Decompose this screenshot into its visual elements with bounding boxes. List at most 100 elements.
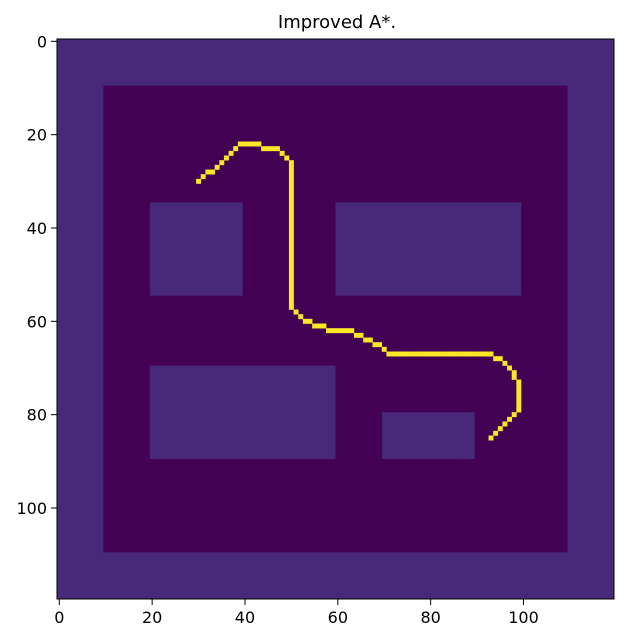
path-cell	[488, 435, 494, 441]
x-tick-label: 100	[508, 608, 539, 627]
path-cell	[288, 178, 294, 184]
path-cell	[288, 267, 294, 273]
path-cell	[507, 416, 513, 422]
path-cell	[288, 216, 294, 222]
path-cell	[432, 351, 438, 357]
path-cell	[335, 328, 341, 334]
path-cell	[349, 328, 355, 334]
path-cell	[386, 351, 392, 357]
path-cell	[288, 300, 294, 306]
path-cell	[288, 281, 294, 287]
path-cell	[196, 178, 202, 184]
path-cell	[511, 412, 517, 418]
path-cell	[423, 351, 429, 357]
path-cell	[307, 318, 313, 324]
path-cell	[288, 183, 294, 189]
path-cell	[288, 169, 294, 175]
path-cell	[488, 351, 494, 357]
path-cell	[451, 351, 457, 357]
path-cell	[288, 272, 294, 278]
obstacle	[149, 365, 336, 459]
path-cell	[479, 351, 485, 357]
path-cell	[288, 230, 294, 236]
path-cell	[428, 351, 434, 357]
path-cell	[298, 314, 304, 320]
path-cell	[321, 323, 327, 329]
x-tick-label: 40	[235, 608, 255, 627]
path-cell	[288, 295, 294, 301]
path-cell	[446, 351, 452, 357]
path-cell	[302, 318, 308, 324]
path-cell	[395, 351, 401, 357]
path-cell	[502, 360, 508, 366]
path-cell	[469, 351, 475, 357]
path-cell	[284, 155, 290, 161]
x-tick-label: 60	[328, 608, 348, 627]
path-cell	[507, 365, 513, 371]
path-cell	[497, 356, 503, 362]
y-tick-label: 40	[27, 219, 47, 238]
path-cell	[288, 244, 294, 250]
path-cell	[511, 374, 517, 380]
path-cell	[288, 304, 294, 310]
path-cell	[275, 146, 280, 152]
path-cell	[339, 328, 345, 334]
x-tick-label: 80	[420, 608, 440, 627]
path-cell	[400, 351, 406, 357]
path-cell	[442, 351, 448, 357]
path-cell	[353, 332, 359, 338]
path-cell	[409, 351, 415, 357]
path-cell	[511, 370, 517, 376]
path-cell	[516, 407, 522, 413]
path-cell	[516, 379, 522, 385]
occupancy-grid	[57, 39, 614, 599]
path-cell	[437, 351, 443, 357]
path-cell	[288, 253, 294, 259]
path-cell	[288, 276, 294, 282]
axes-frame	[56, 38, 615, 600]
path-cell	[288, 262, 294, 268]
path-cell	[223, 155, 229, 161]
path-cell	[214, 164, 220, 170]
path-cell	[516, 398, 522, 404]
path-cell	[261, 146, 267, 152]
path-cell	[367, 337, 373, 343]
path-cell	[288, 211, 294, 217]
y-tick-label: 60	[27, 312, 47, 331]
path-cell	[288, 220, 294, 226]
path-cell	[460, 351, 466, 357]
free-space	[103, 85, 568, 553]
path-cell	[288, 225, 294, 231]
obstacle	[149, 202, 243, 296]
planned-path	[196, 141, 522, 441]
path-cell	[237, 141, 243, 147]
y-tick-label: 80	[27, 406, 47, 425]
path-cell	[288, 234, 294, 240]
path-cell	[344, 328, 350, 334]
path-cell	[288, 188, 294, 194]
obstacle	[335, 202, 522, 296]
path-cell	[205, 169, 211, 175]
x-tick-label: 20	[142, 608, 162, 627]
path-cell	[516, 393, 522, 399]
path-cell	[279, 150, 285, 156]
path-cell	[288, 286, 294, 292]
path-cell	[363, 337, 369, 343]
path-cell	[228, 150, 234, 156]
path-cell	[210, 169, 215, 175]
path-cell	[288, 192, 294, 198]
path-cell	[516, 402, 522, 408]
path-cell	[493, 430, 499, 436]
path-cell	[358, 332, 364, 338]
path-cell	[288, 164, 294, 170]
path-cell	[293, 309, 299, 315]
path-cell	[372, 342, 378, 348]
path-cell	[265, 146, 271, 152]
path-cell	[288, 239, 294, 245]
path-cell	[288, 174, 294, 180]
path-cell	[326, 328, 332, 334]
y-tick-label: 0	[37, 32, 47, 51]
path-cell	[330, 328, 336, 334]
path-cell	[200, 174, 206, 180]
path-cell	[288, 248, 294, 254]
